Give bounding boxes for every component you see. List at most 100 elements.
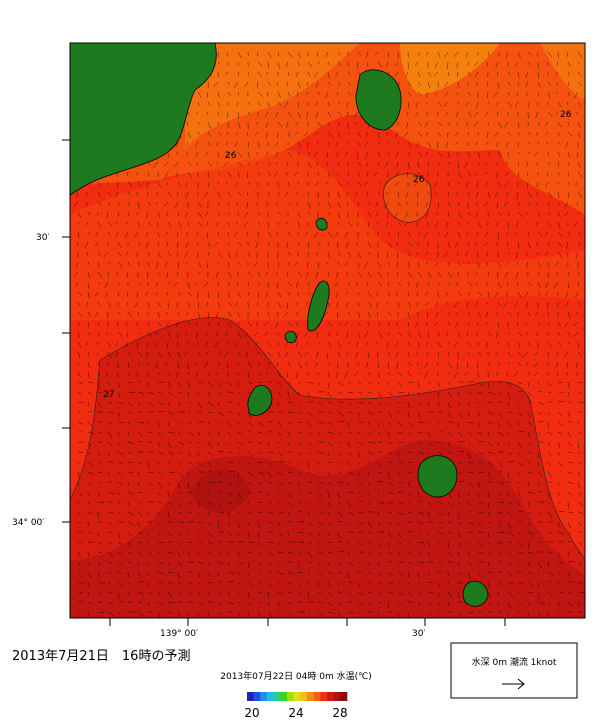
current-arrow — [257, 441, 263, 445]
current-arrow — [327, 441, 333, 447]
current-arrow — [247, 611, 250, 618]
current-arrow — [567, 151, 571, 158]
current-arrow — [156, 261, 159, 269]
current-arrow — [377, 131, 380, 139]
current-arrow — [506, 371, 509, 377]
current-arrow — [437, 521, 443, 524]
current-arrow — [397, 611, 400, 618]
current-arrow — [197, 201, 202, 208]
current-arrow — [257, 471, 265, 475]
current-arrow — [407, 371, 412, 377]
current-arrow — [247, 191, 249, 196]
current-arrow — [473, 301, 479, 308]
current-arrow — [567, 311, 571, 319]
current-arrow — [454, 371, 459, 377]
current-arrow — [567, 171, 570, 176]
current-arrow — [545, 251, 549, 256]
current-arrow — [346, 241, 349, 249]
current-arrow — [225, 181, 229, 185]
current-arrow — [485, 231, 489, 237]
current-arrow — [397, 451, 400, 458]
current-arrow — [207, 251, 210, 256]
current-arrow — [134, 231, 139, 237]
current-arrow — [523, 351, 529, 357]
current-arrow — [277, 561, 281, 565]
current-arrow — [527, 481, 530, 487]
current-arrow — [87, 311, 91, 317]
current-arrow — [337, 121, 341, 126]
current-arrow — [467, 261, 471, 265]
current-arrow — [227, 421, 232, 428]
current-arrow — [276, 361, 279, 367]
current-arrow — [347, 421, 350, 428]
current-arrow — [407, 341, 410, 346]
current-arrow — [154, 331, 159, 336]
current-arrow — [494, 291, 499, 298]
current-arrow — [557, 611, 561, 615]
current-arrow — [573, 321, 579, 327]
current-arrow — [427, 391, 432, 393]
current-arrow — [335, 141, 339, 146]
current-arrow — [517, 451, 522, 457]
current-arrow — [377, 401, 381, 405]
current-arrow — [373, 171, 379, 177]
current-arrow — [337, 111, 342, 116]
current-arrow — [407, 571, 410, 578]
current-arrow — [77, 561, 81, 566]
current-arrow — [184, 251, 189, 257]
current-arrow — [136, 211, 139, 216]
current-arrow — [277, 51, 280, 57]
current-arrow — [237, 441, 243, 445]
current-arrow — [477, 151, 481, 159]
current-arrow — [216, 311, 219, 318]
current-arrow — [356, 341, 359, 347]
current-arrow — [297, 491, 301, 495]
current-arrow — [407, 441, 412, 446]
current-arrow — [527, 141, 531, 145]
current-arrow — [337, 451, 341, 456]
current-arrow — [77, 611, 81, 616]
current-arrow — [107, 511, 115, 515]
current-arrow — [97, 581, 105, 584]
current-arrow — [184, 181, 189, 187]
current-arrow — [437, 511, 444, 517]
current-arrow — [207, 551, 213, 556]
current-arrow — [417, 271, 422, 278]
current-arrow — [407, 451, 413, 454]
current-arrow — [357, 561, 362, 564]
current-arrow — [177, 591, 182, 596]
current-arrow — [527, 591, 534, 594]
current-arrow — [467, 211, 472, 216]
current-arrow — [517, 211, 523, 217]
current-arrow — [315, 181, 319, 187]
current-arrow — [233, 341, 239, 347]
current-arrow — [277, 581, 283, 585]
current-arrow — [416, 281, 419, 288]
current-arrow — [267, 81, 272, 86]
current-arrow — [217, 591, 223, 596]
current-arrow — [235, 221, 239, 225]
current-arrow — [536, 181, 539, 188]
current-arrow — [567, 331, 571, 338]
current-arrow — [557, 400, 565, 403]
current-arrow — [327, 431, 335, 435]
current-arrow — [307, 431, 312, 436]
current-arrow — [215, 371, 219, 376]
current-arrow — [477, 291, 482, 296]
current-arrow — [497, 541, 504, 544]
current-arrow — [247, 531, 250, 537]
current-arrow — [403, 221, 409, 227]
current-arrow — [527, 511, 532, 515]
current-arrow — [137, 421, 145, 424]
current-arrow — [487, 151, 491, 156]
current-arrow — [517, 401, 521, 405]
current-arrow — [227, 501, 233, 505]
current-arrow — [457, 551, 460, 557]
current-arrow — [424, 361, 429, 368]
current-arrow — [317, 381, 320, 386]
current-arrow — [226, 51, 229, 57]
current-arrow — [496, 101, 499, 106]
current-arrow — [427, 451, 431, 455]
current-arrow — [467, 341, 472, 346]
current-arrow — [197, 421, 205, 423]
